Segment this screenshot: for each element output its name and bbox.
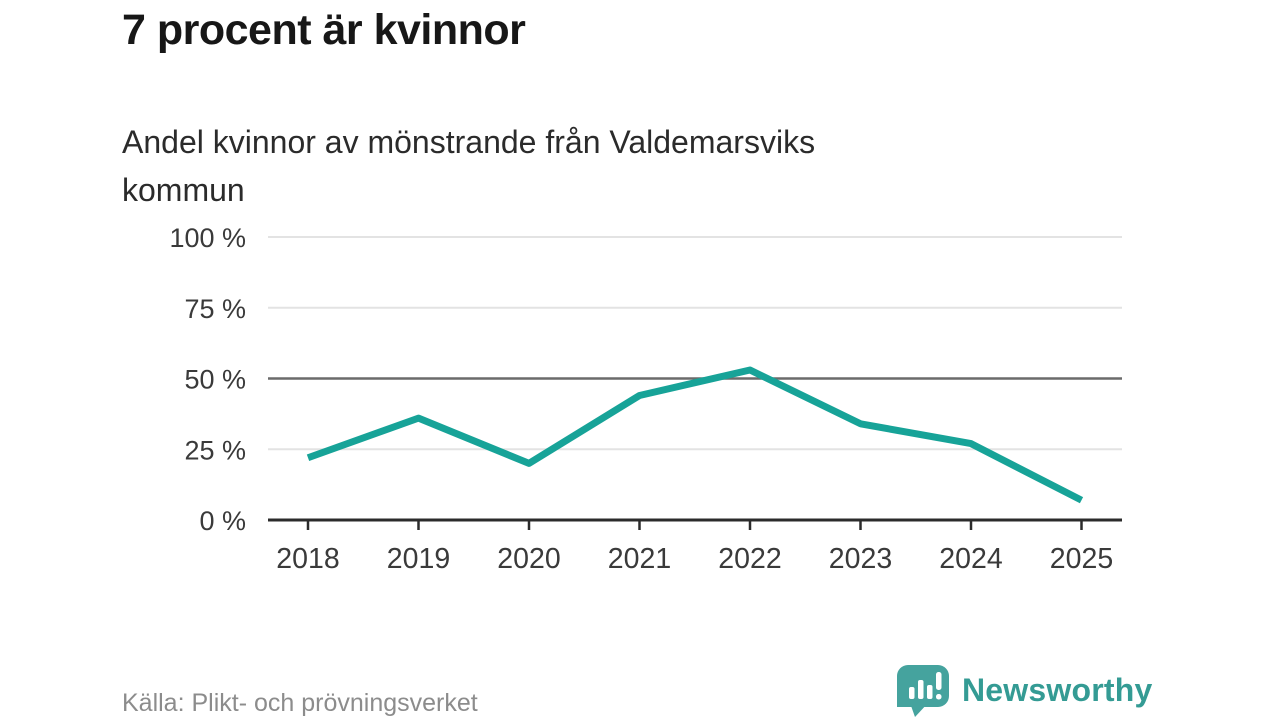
newsworthy-logo-text: Newsworthy <box>962 672 1153 708</box>
chart-title: 7 procent är kvinnor <box>122 6 526 54</box>
chart-subtitle: Andel kvinnor av mönstrande från Valdema… <box>122 124 816 208</box>
y-axis-tick-label: 75 % <box>184 294 246 324</box>
line-chart: 0 % 25 % 50 % 75 % 100 % 2018 2019 2020 2021 2022… <box>169 223 1122 575</box>
newsworthy-logo-icon <box>897 665 949 717</box>
y-axis-tick-label: 25 % <box>184 435 246 465</box>
x-axis-tick-label: 2018 <box>276 543 339 575</box>
bar-chart-bar-2 <box>918 680 924 699</box>
bar-chart-bar-3 <box>927 685 933 699</box>
data-line-series <box>306 366 1084 504</box>
x-axis-tick-label: 2025 <box>1050 543 1113 575</box>
bar-chart-bar-1 <box>909 687 915 699</box>
x-axis-tick-label: 2024 <box>939 543 1003 575</box>
y-axis-tick-label: 0 % <box>199 506 246 536</box>
newsworthy-logo: Newsworthy <box>897 663 1152 718</box>
y-axis-tick-label: 100 % <box>169 223 246 253</box>
x-axis-tick-label: 2023 <box>829 543 892 575</box>
x-axis-tick-label: 2022 <box>718 543 781 575</box>
x-axis-tick-label: 2020 <box>497 543 560 575</box>
exclamation-bar <box>936 672 942 690</box>
x-axis-tick-label: 2021 <box>608 543 671 575</box>
exclamation-dot <box>936 694 942 700</box>
x-axis-tick-label: 2019 <box>387 543 450 575</box>
y-axis-tick-label: 50 % <box>184 365 246 395</box>
source-note: Källa: Plikt- och prövningsverket <box>122 689 478 717</box>
speech-bubble-tail <box>910 703 928 717</box>
